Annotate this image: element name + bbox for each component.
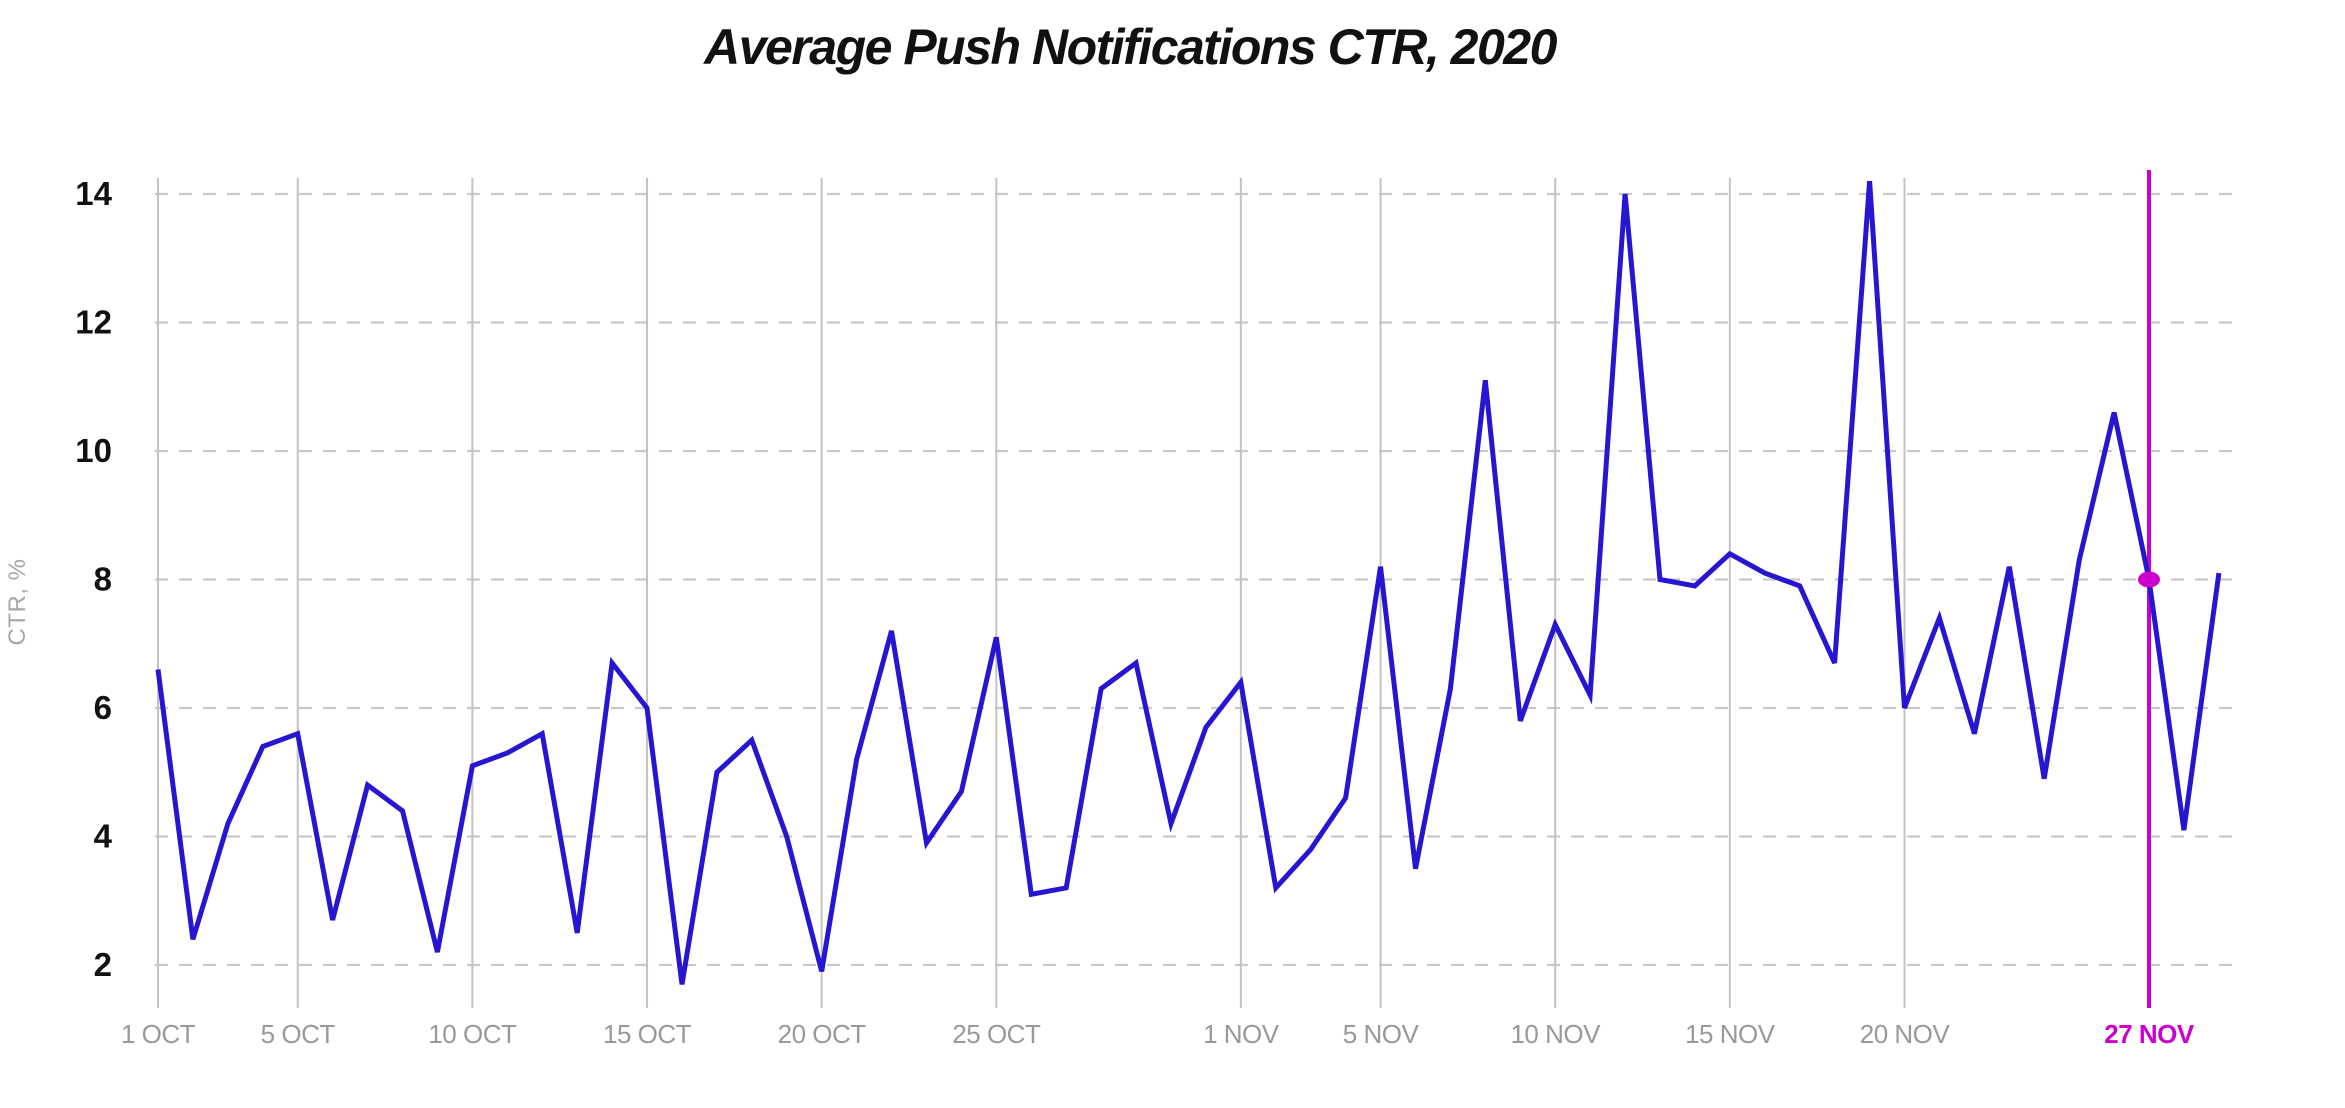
- x-tick-label: 15 NOV: [1685, 1019, 1776, 1049]
- x-tick-label: 15 OCT: [603, 1019, 692, 1049]
- highlight-point: [2138, 571, 2161, 588]
- x-tick-label: 20 OCT: [778, 1019, 867, 1049]
- x-tick-label: 10 OCT: [428, 1019, 517, 1049]
- y-tick-label: 12: [75, 304, 112, 341]
- y-tick-label: 6: [94, 689, 112, 726]
- y-tick-label: 10: [75, 432, 112, 469]
- x-tick-label: 1 OCT: [121, 1019, 196, 1049]
- chart-title: Average Push Notifications CTR, 2020: [704, 19, 1557, 75]
- ctr-line: [155, 181, 2222, 985]
- y-tick-label: 4: [94, 818, 113, 855]
- x-tick-label: 5 NOV: [1343, 1019, 1420, 1049]
- x-tick-label: 25 OCT: [952, 1019, 1041, 1049]
- x-tick-label: 1 NOV: [1203, 1019, 1280, 1049]
- y-tick-label: 2: [94, 946, 112, 983]
- x-tick-label: 5 OCT: [261, 1019, 336, 1049]
- y-tick-label: 8: [94, 561, 112, 598]
- highlight-tick-label: 27 NOV: [2104, 1019, 2195, 1049]
- x-tick-label: 10 NOV: [1510, 1019, 1601, 1049]
- y-tick-label: 14: [75, 175, 112, 212]
- x-tick-label: 20 NOV: [1860, 1019, 1951, 1049]
